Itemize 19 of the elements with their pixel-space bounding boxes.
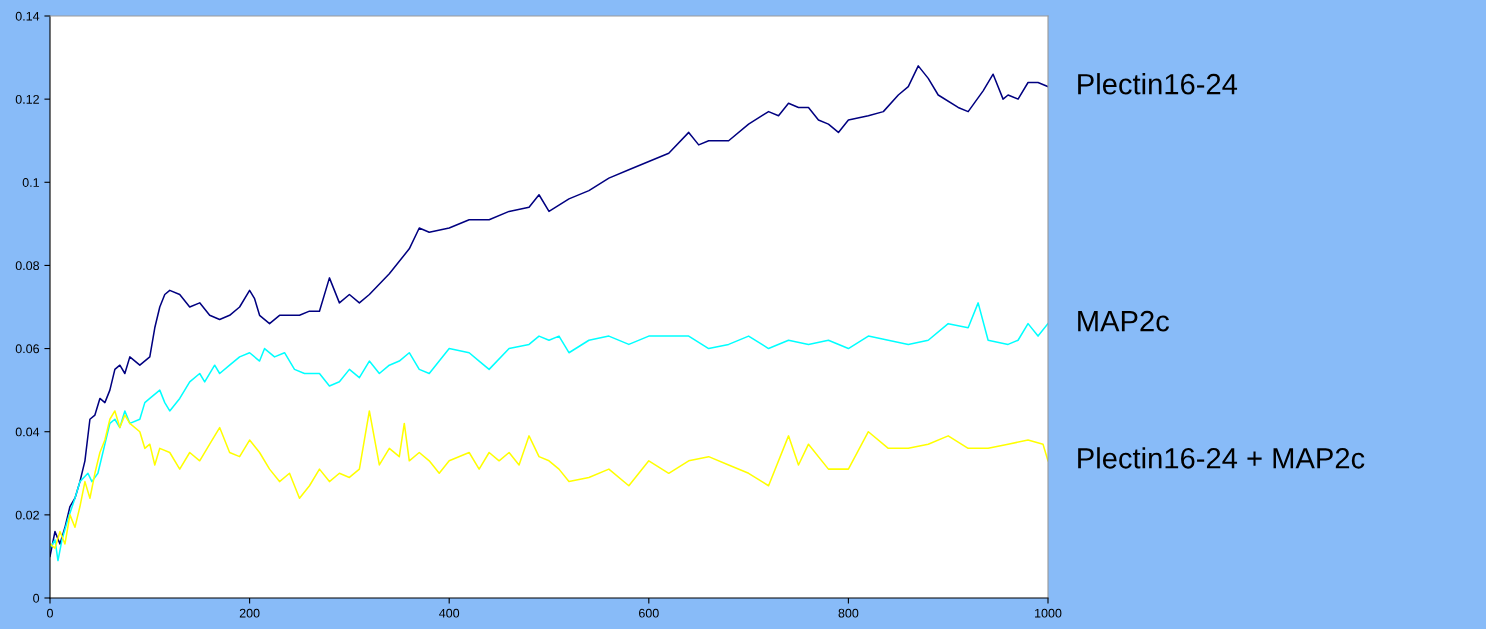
series-label: Plectin16-24 + MAP2c bbox=[1078, 447, 1365, 469]
line-series bbox=[50, 410, 1048, 549]
x-tick-label: 1000 bbox=[1035, 608, 1062, 618]
series-label: Plectin16-24 bbox=[1078, 73, 1238, 95]
x-tick-label: 800 bbox=[838, 608, 859, 618]
y-tick-label: 0.02 bbox=[15, 510, 39, 520]
y-tick-label: 0.08 bbox=[15, 261, 40, 271]
x-tick-label: 400 bbox=[439, 608, 460, 618]
y-tick-label: 0.06 bbox=[15, 344, 40, 354]
x-tick-label: 0 bbox=[47, 608, 53, 618]
y-tick-label: 0 bbox=[33, 593, 40, 603]
y-tick-label: 0.04 bbox=[15, 427, 40, 437]
series-label: MAP2c bbox=[1078, 310, 1170, 332]
y-tick-label: 0.12 bbox=[15, 94, 39, 104]
y-tick-label: 0.14 bbox=[15, 11, 40, 21]
x-tick-label: 600 bbox=[639, 608, 659, 618]
y-tick-label: 0.1 bbox=[22, 178, 39, 187]
line-series bbox=[50, 302, 1048, 562]
x-tick-label: 200 bbox=[239, 608, 260, 618]
